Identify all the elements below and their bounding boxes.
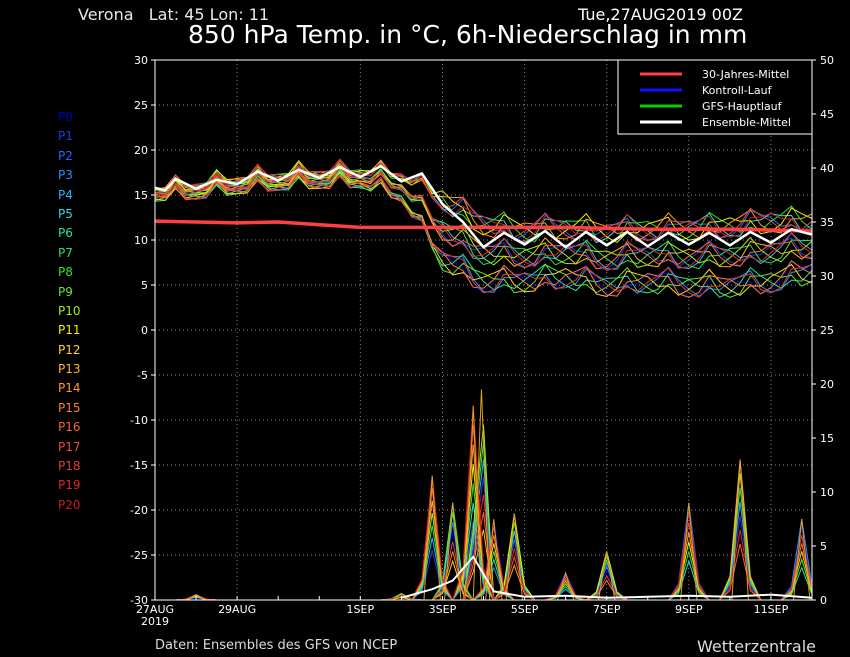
y-tick-label: -30 [130,594,148,607]
data-source-label: Daten: Ensembles des GFS von NCEP [155,638,398,653]
member-temp-line [154,172,813,299]
y-tick-label: -15 [130,459,148,472]
member-temp-line [154,171,813,298]
member-temp-line [154,158,813,242]
member-label: P19 [58,478,81,493]
y-tick-label: 15 [134,189,148,202]
member-label: P17 [58,439,81,454]
member-temp-line [154,167,813,268]
x-tick-label: 29AUG [218,603,256,616]
y-tick-label: 25 [134,99,148,112]
member-label: P0 [58,110,73,124]
precip-peak [680,502,698,601]
legend-label: 30-Jahres-Mittel [702,68,789,81]
member-temp-line [154,160,813,244]
y-tick-label: -5 [137,369,148,382]
precip-peak [793,518,811,601]
precip-peak [597,551,616,601]
y2-tick-label: 20 [820,378,834,391]
precip-peak [485,518,503,601]
y2-tick-label: 0 [820,594,827,607]
member-label: P18 [58,459,81,474]
member-label: P2 [58,148,73,163]
member-label: P5 [58,206,73,221]
y2-tick-label: 30 [820,270,834,283]
y2-tick-label: 50 [820,54,834,67]
x-tick-label: 11SEP [754,603,789,616]
y-tick-label: 30 [134,54,148,67]
x-tick-label: 3SEP [429,603,457,616]
climatology-line [154,219,813,233]
brand-label: Wetterzentrale [697,637,817,656]
x-tick-label: 7SEP [593,603,621,616]
member-label: P8 [58,265,73,280]
member-temp-line [154,167,813,271]
y2-tick-label: 25 [820,324,834,337]
legend-label: Ensemble-Mittel [702,116,791,129]
y2-tick-label: 35 [820,216,834,229]
y-tick-label: 20 [134,144,148,157]
member-label: P4 [58,187,73,202]
x-tick-label: 1SEP [347,603,375,616]
y2-tick-label: 45 [820,108,834,121]
y-tick-label: -10 [130,414,148,427]
member-label: P11 [58,323,81,338]
y-tick-label: 5 [141,279,148,292]
member-label: P13 [58,362,81,377]
ensemble-mean-temp-line [154,164,813,249]
member-label: P10 [58,303,81,318]
member-temp-line [154,166,813,270]
precip-peak [731,459,749,601]
precip-peak [505,513,524,601]
x-tick-label: 9SEP [675,603,703,616]
y2-tick-label: 15 [820,432,834,445]
member-label: P12 [58,342,81,357]
y-tick-label: -20 [130,504,148,517]
member-label: P6 [58,226,73,241]
chart-title: 850 hPa Temp. in °C, 6h-Niederschlag in … [188,20,748,49]
x-tick-label: 5SEP [511,603,539,616]
y2-tick-label: 5 [820,540,827,553]
y-tick-label: -25 [130,549,148,562]
legend-label: Kontroll-Lauf [702,84,773,97]
location-label: Verona Lat: 45 Lon: 11 [78,5,270,24]
y2-tick-label: 40 [820,162,834,175]
precip-peak [464,405,482,601]
member-label: P14 [58,381,81,396]
run-time-label: Tue,27AUG2019 00Z [578,5,743,24]
member-label: P16 [58,420,81,435]
precip-peak [556,571,575,601]
ensemble-member-list: P0 P1 P2 P3 P4 P5 P6 P7 P8 P9 P10 P11 P12 P13 P14 P15 P1… [58,108,81,515]
member-label: P7 [58,245,73,260]
x-tick-label: 27AUG [136,603,174,616]
member-label: P9 [58,284,73,299]
y-tick-label: 10 [134,234,148,247]
member-label: P1 [58,129,73,144]
precip-peak [443,502,462,601]
precip-peak [472,389,491,601]
member-label: P20 [58,497,81,512]
x-tick-label: 2019 [141,615,169,628]
member-label: P3 [58,168,73,183]
precip-peak [187,594,205,601]
precip-peak [392,592,410,601]
precip-peak [423,475,441,601]
y-tick-label: 0 [141,324,148,337]
member-label: P15 [58,400,81,415]
legend-label: GFS-Hauptlauf [702,100,783,113]
y2-tick-label: 10 [820,486,834,499]
